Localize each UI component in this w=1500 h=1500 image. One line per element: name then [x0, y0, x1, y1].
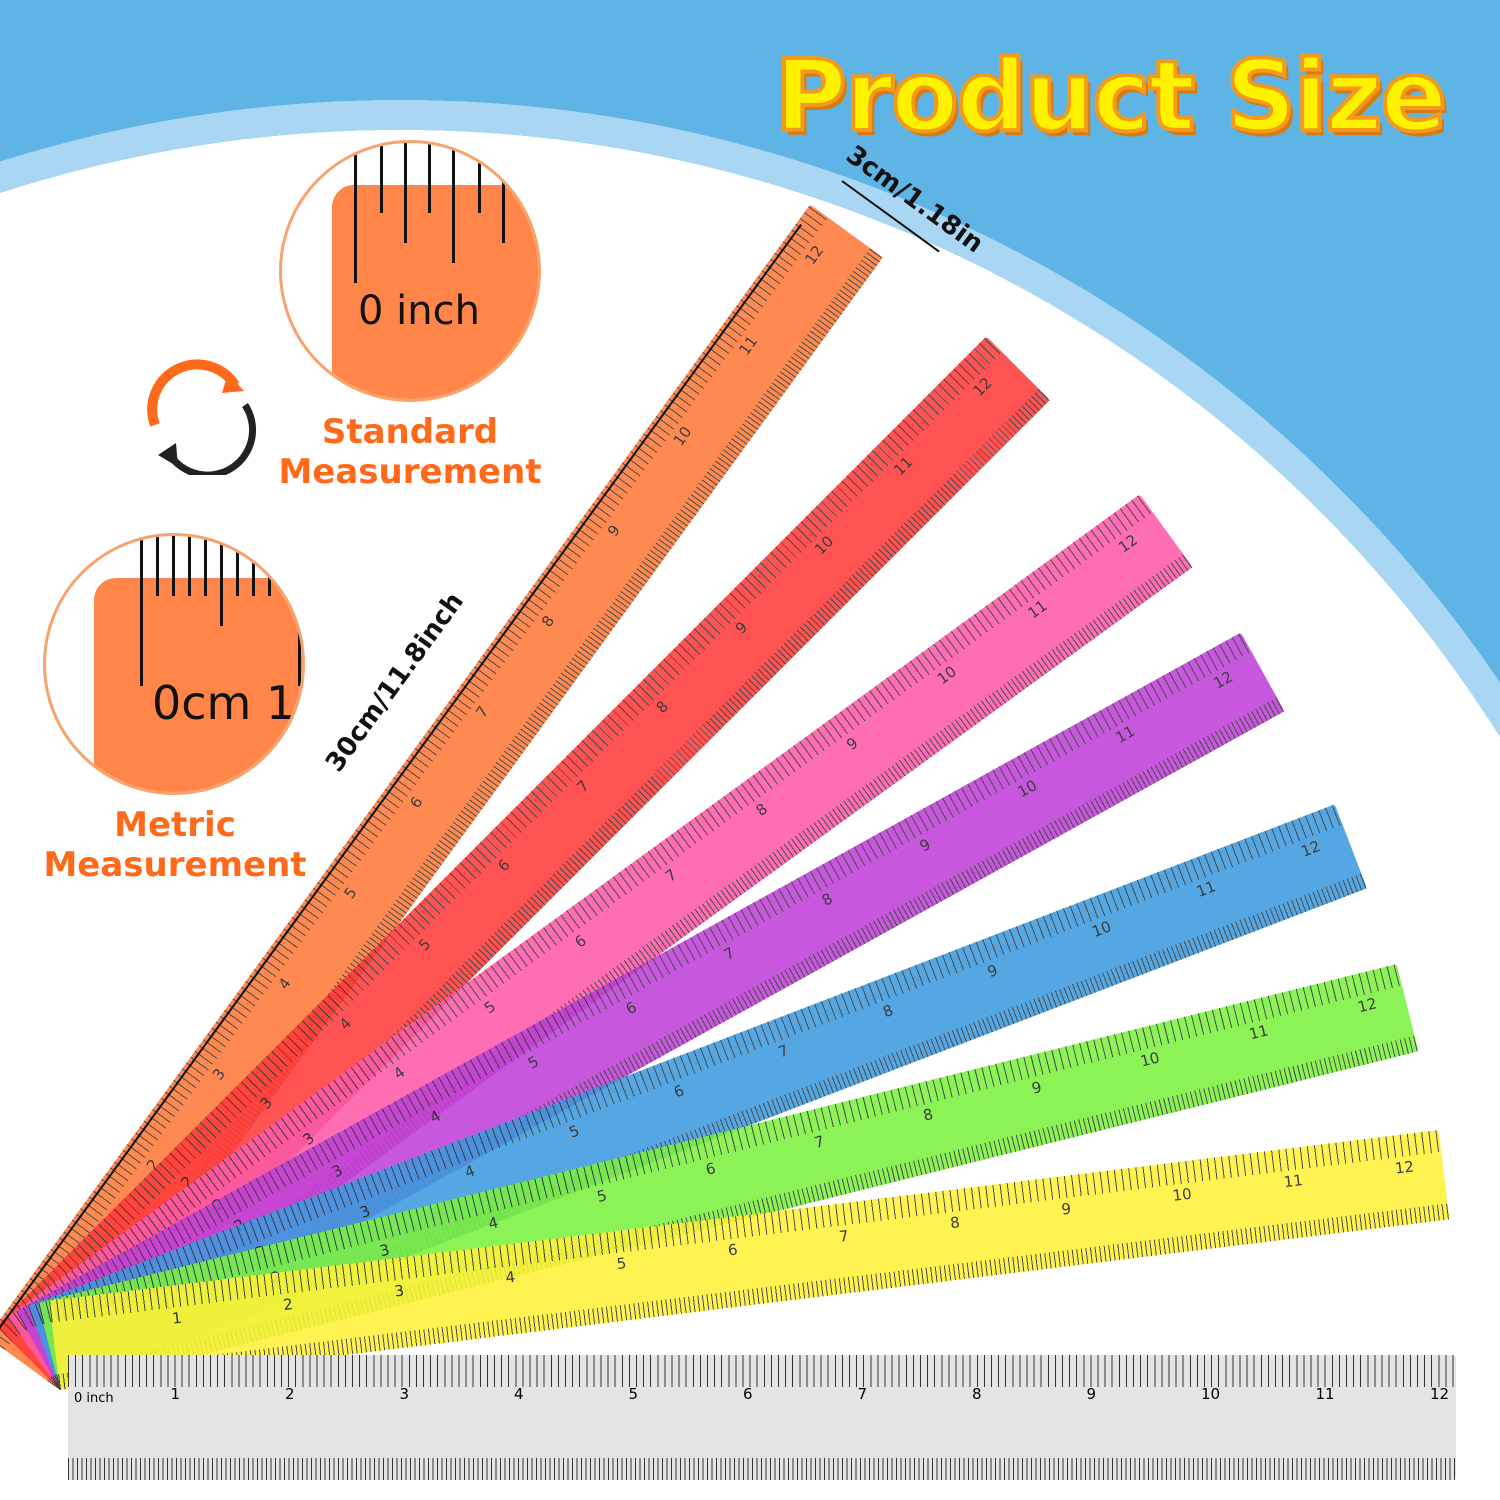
inch-number: 7 — [573, 776, 593, 797]
inch-number: 8 — [818, 889, 836, 910]
inch-number: 9 — [843, 733, 862, 754]
inch-number: 9 — [984, 960, 1001, 982]
inch-number: 7 — [775, 1041, 792, 1062]
zoom-label: 0 inch — [358, 288, 480, 334]
inch-number: 3 — [208, 1065, 229, 1084]
inch-number: 3 — [377, 1240, 392, 1261]
inch-number: 3 — [399, 1385, 410, 1403]
inch-number: 9 — [916, 835, 934, 856]
inch-number: 7 — [857, 1385, 868, 1403]
page-title: Product Size — [773, 38, 1449, 156]
inch-number: 5 — [595, 1186, 609, 1207]
caption-line: Standard — [321, 412, 499, 452]
inch-number: 7 — [720, 943, 738, 965]
inch-number: 3 — [393, 1281, 406, 1301]
inch-number: 9 — [1060, 1199, 1073, 1219]
inch-number: 4 — [335, 1014, 356, 1034]
inch-number: 5 — [414, 934, 435, 955]
inch-number: 10 — [1171, 1184, 1193, 1205]
inch-number: 6 — [622, 997, 640, 1019]
inch-number: 5 — [628, 1385, 639, 1403]
ruler-closeup — [94, 578, 302, 792]
inch-number: 4 — [486, 1213, 501, 1234]
inch-number: 10 — [1201, 1385, 1221, 1403]
inch-number: 8 — [752, 799, 771, 820]
inch-number: 4 — [462, 1161, 478, 1182]
inch-ticks — [68, 1355, 1456, 1387]
inch-number: 7 — [472, 702, 493, 722]
inch-number: 9 — [603, 521, 624, 540]
inch-number: 3 — [256, 1093, 277, 1113]
inch-number: 4 — [426, 1106, 444, 1127]
inch-number: 6 — [743, 1385, 753, 1403]
inch-number: 9 — [1086, 1385, 1097, 1403]
inch-number: 10 — [1138, 1048, 1162, 1071]
inch-number: 9 — [1029, 1077, 1044, 1098]
inch-number: 6 — [494, 855, 514, 876]
caption-line: Measurement — [43, 845, 307, 885]
inch-number: 5 — [340, 883, 361, 903]
inch-number: 5 — [524, 1052, 542, 1073]
inch-number: 4 — [514, 1385, 524, 1403]
inch-number: 2 — [285, 1385, 295, 1403]
inch-number: 2 — [282, 1295, 294, 1315]
inch-number: 8 — [921, 1104, 935, 1125]
gray-ruler: 0 inch 1 2 3 4 5 6 7 8 9 10 11 12 — [68, 1355, 1456, 1480]
inch-number: 6 — [726, 1240, 739, 1260]
inch-number: 1 — [171, 1308, 183, 1328]
inch-number: 5 — [615, 1254, 628, 1274]
inch-number: 6 — [571, 931, 590, 952]
inch-number: 8 — [537, 612, 559, 631]
inch-number: 4 — [504, 1267, 517, 1287]
inch-number: 11 — [1315, 1385, 1335, 1403]
inch-number: 7 — [661, 865, 681, 886]
inch-number: 6 — [406, 793, 427, 812]
caption-line: Metric — [114, 805, 236, 845]
cm-ticks — [68, 1458, 1456, 1480]
inch-number: 7 — [812, 1132, 827, 1152]
inch-number: 4 — [274, 974, 295, 993]
zero-inch-label: 0 inch — [74, 1391, 114, 1406]
inch-number: 5 — [480, 997, 500, 1018]
inch-number: 6 — [671, 1081, 687, 1102]
inch-number: 9 — [731, 618, 752, 638]
inch-number: 1 — [170, 1385, 181, 1403]
inch-number: 8 — [972, 1385, 982, 1403]
inch-number: 5 — [566, 1121, 582, 1142]
metric-caption: Metric Measurement — [30, 805, 320, 885]
inch-number: 10 — [1089, 917, 1114, 941]
inch-number: 11 — [1247, 1021, 1271, 1044]
inch-number: 8 — [880, 1000, 896, 1022]
inch-number: 8 — [949, 1213, 961, 1233]
inch-number: 12 — [1355, 994, 1379, 1017]
inch-number: 8 — [652, 697, 673, 717]
inch-number: 11 — [1193, 877, 1219, 901]
metric-zoom-circle: 0cm 1 — [43, 533, 305, 795]
standard-zoom-circle: 0 inch — [279, 140, 541, 402]
width-label: 3cm/1.18in — [840, 140, 989, 260]
inch-number: 11 — [1282, 1171, 1304, 1192]
caption-line: Measurement — [278, 452, 542, 492]
inch-number: 7 — [838, 1226, 850, 1246]
zoom-label: 0cm 1 — [152, 676, 296, 730]
inch-number: 12 — [1298, 837, 1323, 861]
inch-number: 12 — [1393, 1157, 1416, 1178]
standard-caption: Standard Measurement — [270, 412, 550, 492]
inch-number: 12 — [1430, 1385, 1450, 1403]
inch-number: 3 — [328, 1160, 346, 1182]
rotate-arrows-icon — [147, 359, 257, 475]
inch-number: 6 — [703, 1159, 718, 1179]
inch-number: 4 — [390, 1062, 409, 1084]
